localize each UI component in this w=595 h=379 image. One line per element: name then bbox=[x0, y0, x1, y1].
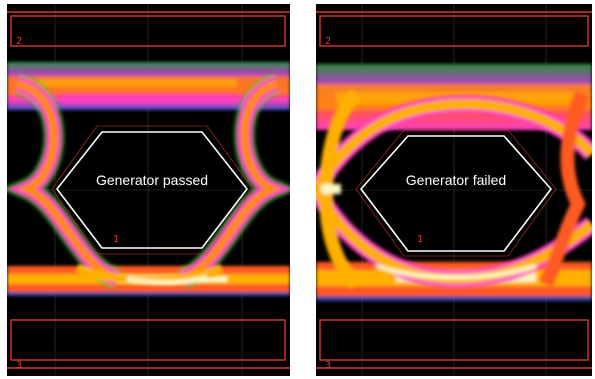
segment-label-center: 1 bbox=[417, 234, 423, 245]
eye-diagram-panel-failed: Generator failed 2 1 3 bbox=[316, 4, 592, 376]
segment-label-bottom: 3 bbox=[16, 360, 22, 371]
segment-label-bottom: 3 bbox=[325, 360, 331, 371]
eye-mask-margin bbox=[51, 125, 254, 255]
result-label-failed: Generator failed bbox=[406, 172, 506, 188]
result-label-passed: Generator passed bbox=[96, 172, 208, 188]
segment-label-center: 1 bbox=[113, 234, 119, 245]
eye-mask-outline bbox=[55, 131, 249, 249]
mask-limit-lines bbox=[316, 11, 592, 369]
eye-transition-edges bbox=[316, 89, 592, 289]
eye-diagram-panel-passed: Generator passed 2 1 3 bbox=[7, 4, 290, 376]
eye-diagram-plot-passed: Generator passed 2 1 3 bbox=[7, 4, 290, 376]
eye-mask-margin bbox=[355, 129, 557, 257]
segment-label-top: 2 bbox=[325, 36, 331, 47]
eye-mask-outline bbox=[359, 135, 553, 252]
eye-transition-edges bbox=[7, 73, 290, 290]
mask-limit-lines bbox=[7, 11, 290, 369]
segment-label-top: 2 bbox=[16, 36, 22, 47]
eye-diagram-plot-failed: Generator failed 2 1 3 bbox=[316, 4, 592, 376]
